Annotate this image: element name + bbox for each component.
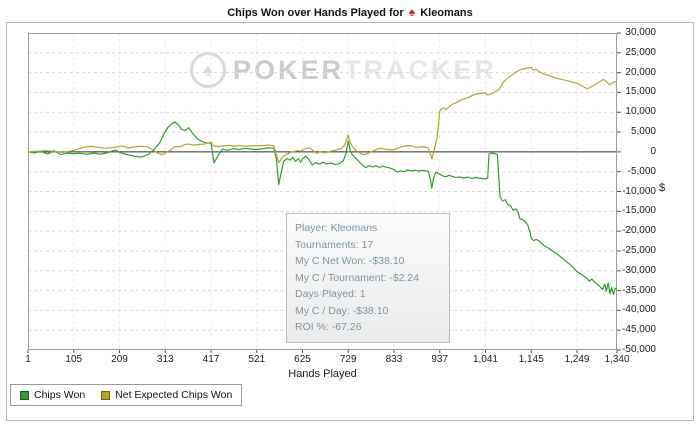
- x-tick-label: 1,249: [564, 354, 590, 365]
- x-tick-label: 417: [202, 354, 220, 365]
- tooltip-line: Days Played: 1: [295, 288, 366, 300]
- tooltip-line: ROI %: -67.26: [295, 321, 362, 333]
- y-tick-label: -40,000: [622, 304, 656, 316]
- y-tick-label: -5,000: [627, 165, 656, 177]
- x-tick-label: 1,340: [604, 354, 630, 365]
- y-tick-label: -10,000: [622, 185, 656, 197]
- chips-won-line[interactable]: [27, 121, 618, 296]
- legend-swatch: [20, 390, 29, 400]
- x-tick-label: 105: [65, 354, 83, 365]
- watermark-word-tracker: TRACKER: [344, 54, 498, 85]
- legend-item: Chips Won: [20, 389, 85, 401]
- pokertracker-logo-icon: ♠: [190, 52, 226, 88]
- tooltip-line: Tournaments: 17: [295, 238, 374, 251]
- y-tick-label: 20,000: [625, 66, 656, 78]
- legend: Chips Won Net Expected Chips Won: [10, 384, 243, 406]
- x-axis-title: Hands Played: [288, 368, 357, 380]
- y-tick-label: -35,000: [622, 284, 656, 296]
- x-tick-label: 209: [111, 354, 128, 365]
- pokertracker-spade-icon: ♠: [408, 5, 416, 19]
- tooltip-line: My C / Tournament: -$2.24: [295, 271, 420, 284]
- x-tick-label: 625: [294, 354, 311, 365]
- legend-label: Chips Won: [34, 389, 86, 401]
- stats-tooltip: Player: Kleomans Tournaments: 17 My C Net …: [286, 213, 450, 343]
- x-tick-label: 313: [156, 354, 174, 365]
- y-tick-label: 30,000: [625, 27, 656, 38]
- y-tick-label: -20,000: [622, 225, 656, 237]
- y-tick-label: 0: [650, 145, 656, 157]
- net-expected-chips-won-line[interactable]: [27, 66, 618, 164]
- y-tick-label: -45,000: [622, 324, 656, 336]
- x-tick-label: 1: [25, 354, 31, 365]
- y-tick-label: -30,000: [622, 264, 656, 276]
- y-tick-label: 10,000: [625, 106, 656, 118]
- y-tick-label: -15,000: [622, 205, 656, 217]
- tooltip-line: My C / Day: -$38.10: [295, 304, 389, 317]
- watermark-word-poker: POKER: [233, 54, 345, 85]
- y-axis-title: $: [659, 182, 666, 194]
- x-tick-label: 1,041: [472, 354, 498, 365]
- y-tick-label: 15,000: [625, 86, 656, 98]
- y-tick-label: -25,000: [622, 244, 656, 256]
- chart-title-text: Chips Won over Hands Played for: [227, 7, 404, 19]
- pokertracker-watermark: ♠ POKER TRACKER: [190, 52, 497, 88]
- tooltip-line: Player: Kleomans: [295, 222, 378, 234]
- tooltip-line: My C Net Won: -$38.10: [295, 255, 405, 267]
- x-tick-label: 521: [248, 354, 266, 365]
- y-tick-label: 25,000: [625, 46, 656, 58]
- chart-frame: [6, 22, 694, 421]
- legend-label: Net Expected Chips Won: [115, 389, 233, 401]
- chart-title-player: Kleomans: [420, 7, 473, 19]
- x-tick-label: 1,145: [518, 354, 544, 365]
- x-tick-label: 833: [385, 354, 403, 365]
- legend-item: Net Expected Chips Won: [101, 389, 232, 401]
- y-tick-label: -50,000: [622, 344, 656, 355]
- y-tick-label: 5,000: [630, 126, 656, 138]
- x-tick-label: 937: [431, 354, 449, 365]
- legend-swatch: [101, 390, 111, 400]
- plot-border: [28, 33, 617, 350]
- x-tick-label: 729: [339, 354, 357, 365]
- chart-title: Chips Won over Hands Played for ♠ Kleoma…: [0, 5, 700, 19]
